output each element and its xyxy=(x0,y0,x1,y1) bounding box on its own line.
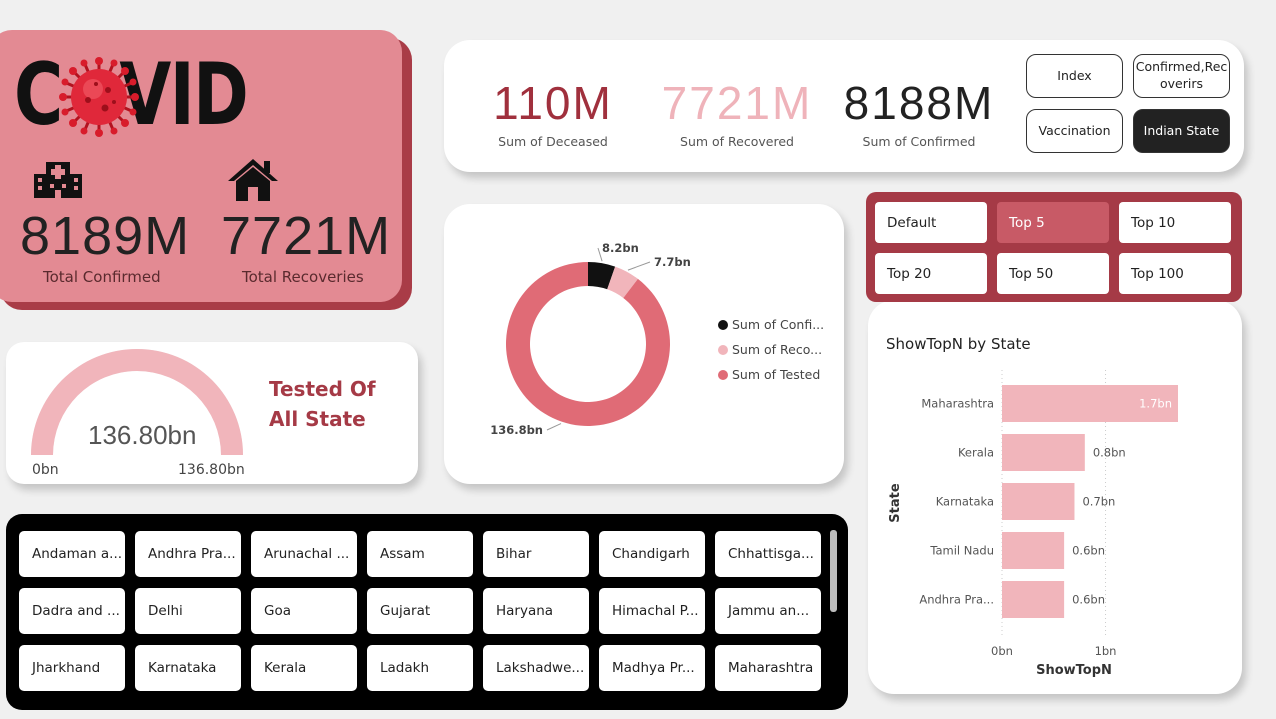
state-option[interactable]: Bihar xyxy=(483,531,589,577)
kpi-recovered: 7721M Sum of Recovered xyxy=(652,80,822,149)
state-option[interactable]: Andaman a... xyxy=(19,531,125,577)
state-option[interactable]: Ladakh xyxy=(367,645,473,691)
bar[interactable] xyxy=(1002,532,1065,569)
topn-option-top-20[interactable]: Top 20 xyxy=(875,253,987,294)
bar-y-axis-label: State xyxy=(888,483,903,523)
home-icon xyxy=(228,159,278,201)
topn-option-top-100[interactable]: Top 100 xyxy=(1119,253,1231,294)
topn-option-top-5[interactable]: Top 5 xyxy=(997,202,1109,243)
gauge-fill xyxy=(30,348,243,455)
nav-vaccination-button[interactable]: Vaccination xyxy=(1026,109,1123,153)
nav-indian-state-button[interactable]: Indian State xyxy=(1133,109,1230,153)
donut-chart: 8.2bn 7.7bn 136.8bn xyxy=(490,241,691,437)
state-option[interactable]: Arunachal ... xyxy=(251,531,357,577)
nav-index-button[interactable]: Index xyxy=(1026,54,1123,98)
bar-x-tick: 1bn xyxy=(1095,644,1117,658)
covid-title: C VID xyxy=(14,45,249,145)
legend-label-recovered: Sum of Reco... xyxy=(732,342,823,357)
state-option[interactable]: Assam xyxy=(367,531,473,577)
kpi-recovered-label: Sum of Recovered xyxy=(680,134,794,149)
state-option[interactable]: Kerala xyxy=(251,645,357,691)
bar-data-label: 0.6bn xyxy=(1072,544,1105,558)
bar-x-axis-label: ShowTopN xyxy=(1036,663,1112,678)
donut-slice[interactable] xyxy=(506,262,670,426)
bar-data-label: 0.6bn xyxy=(1072,593,1105,607)
kpi-recovered-value: 7721M xyxy=(661,77,813,129)
topn-bar-chart: Maharashtra 1.7bn Kerala 0.8bn Karnataka 0.7b… xyxy=(888,370,1178,678)
state-option[interactable]: Maharashtra xyxy=(715,645,821,691)
gauge-title: Tested Of All State xyxy=(269,374,376,434)
legend-label-tested: Sum of Tested xyxy=(732,367,821,382)
bar-data-label: 0.8bn xyxy=(1093,446,1126,460)
kpi-deceased-value: 110M xyxy=(493,77,613,129)
legend-item-confirmed[interactable]: Sum of Confi... xyxy=(718,312,824,337)
state-option[interactable]: Chhattisga... xyxy=(715,531,821,577)
hospital-icon xyxy=(34,162,82,198)
bar-category-label: Maharashtra xyxy=(921,397,994,411)
donut-leader-line xyxy=(597,247,603,262)
kpi-confirmed-value: 8188M xyxy=(843,77,995,129)
legend-dot-confirmed xyxy=(718,319,728,330)
total-recoveries-label: Total Recoveries xyxy=(242,268,364,286)
kpi-confirmed: 8188M Sum of Confirmed xyxy=(834,80,1004,149)
gauge-value-label: 136.80bn xyxy=(88,420,197,450)
kpi-confirmed-label: Sum of Confirmed xyxy=(862,134,976,149)
kpi-deceased: 110M Sum of Deceased xyxy=(478,80,628,149)
bar-chart-title: ShowTopN by State xyxy=(886,335,1031,353)
donut-slice[interactable] xyxy=(607,266,638,298)
state-option[interactable]: Delhi xyxy=(135,588,241,634)
donut-data-label: 136.8bn xyxy=(490,423,543,437)
bar-category-label: Andhra Pra... xyxy=(919,593,994,607)
state-option[interactable]: Jharkhand xyxy=(19,645,125,691)
total-confirmed-label: Total Confirmed xyxy=(43,268,161,286)
legend-item-tested[interactable]: Sum of Tested xyxy=(718,362,824,387)
bar[interactable] xyxy=(1002,385,1178,422)
kpi-deceased-label: Sum of Deceased xyxy=(498,134,608,149)
total-recoveries-value: 7721M xyxy=(221,206,392,266)
legend-dot-tested xyxy=(718,369,728,380)
gauge-title-line2: All State xyxy=(269,407,366,431)
topn-option-top-50[interactable]: Top 50 xyxy=(997,253,1109,294)
state-slicer-scrollbar[interactable] xyxy=(830,530,837,612)
legend-label-confirmed: Sum of Confi... xyxy=(732,317,825,332)
donut-data-label: 7.7bn xyxy=(654,255,691,269)
bar-category-label: Karnataka xyxy=(936,495,994,509)
state-option[interactable]: Lakshadwe... xyxy=(483,645,589,691)
bar[interactable] xyxy=(1002,483,1075,520)
state-option[interactable]: Madhya Pr... xyxy=(599,645,705,691)
state-option[interactable]: Gujarat xyxy=(367,588,473,634)
bar[interactable] xyxy=(1002,581,1065,618)
state-option[interactable]: Jammu an... xyxy=(715,588,821,634)
donut-leader-line xyxy=(546,423,562,431)
bar-data-label: 1.7bn xyxy=(1139,397,1172,411)
state-option[interactable]: Haryana xyxy=(483,588,589,634)
state-option[interactable]: Goa xyxy=(251,588,357,634)
gauge-max-label: 136.80bn xyxy=(178,462,245,478)
donut-legend: Sum of Confi... Sum of Reco... Sum of Te… xyxy=(718,312,824,387)
state-option[interactable]: Karnataka xyxy=(135,645,241,691)
donut-slice[interactable] xyxy=(588,262,616,290)
state-option[interactable]: Chandigarh xyxy=(599,531,705,577)
bar[interactable] xyxy=(1002,434,1085,471)
legend-item-recovered[interactable]: Sum of Reco... xyxy=(718,337,824,362)
donut-leader-line xyxy=(627,261,651,271)
bar-data-label: 0.7bn xyxy=(1082,495,1115,509)
bar-category-label: Kerala xyxy=(958,446,994,460)
state-option[interactable]: Dadra and ... xyxy=(19,588,125,634)
topn-option-top-10[interactable]: Top 10 xyxy=(1119,202,1231,243)
donut-data-label: 8.2bn xyxy=(602,241,639,255)
state-option[interactable]: Himachal P... xyxy=(599,588,705,634)
gauge-title-line1: Tested Of xyxy=(269,377,376,401)
virus-icon xyxy=(59,57,139,137)
tested-gauge xyxy=(30,348,243,455)
state-option[interactable]: Andhra Pra... xyxy=(135,531,241,577)
nav-confirmed-recoveries-button[interactable]: Confirmed,Rec overirs xyxy=(1133,54,1230,98)
bar-x-tick: 0bn xyxy=(991,644,1013,658)
legend-dot-recovered xyxy=(718,344,728,355)
topn-option-default[interactable]: Default xyxy=(875,202,987,243)
bar-category-label: Tamil Nadu xyxy=(929,544,994,558)
gauge-min-label: 0bn xyxy=(32,462,59,478)
total-confirmed-value: 8189M xyxy=(20,206,191,266)
